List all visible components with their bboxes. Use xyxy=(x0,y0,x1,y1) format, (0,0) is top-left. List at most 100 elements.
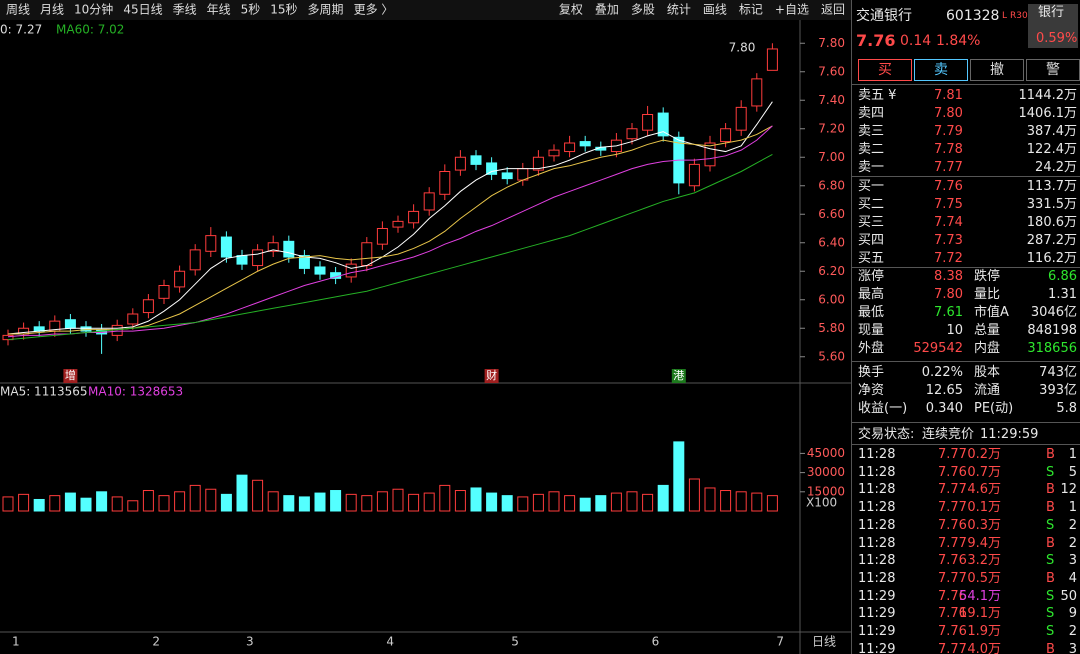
cell: 50 xyxy=(1060,588,1077,604)
separator xyxy=(852,361,1080,362)
volume-bar xyxy=(283,495,295,512)
candle-body xyxy=(236,255,248,265)
y-tick-label: 5.80 xyxy=(818,321,845,335)
toolbar-item[interactable]: 季线 xyxy=(173,3,197,17)
trade-button[interactable]: 警 xyxy=(1026,59,1080,81)
volume-bar xyxy=(688,478,700,512)
cell: S xyxy=(1046,464,1055,480)
candle-body xyxy=(127,313,139,325)
toolbar-item[interactable]: 10分钟 xyxy=(74,2,113,17)
candle-body xyxy=(80,326,92,332)
volume-bar xyxy=(18,493,30,512)
volume-bar xyxy=(189,484,201,512)
row: 收益(一) 0.340 PE(动) 5.8 xyxy=(852,400,1080,418)
cell: 最低 xyxy=(858,305,885,320)
cell: 122.4万 xyxy=(1026,142,1077,157)
cell: 7.76 xyxy=(938,606,967,622)
cell: B xyxy=(1046,482,1055,498)
toolbar-item[interactable]: 复权 xyxy=(559,3,583,17)
cell: 393亿 xyxy=(1039,383,1077,398)
cell: 0.1万 xyxy=(967,500,1001,516)
cell: 卖二 xyxy=(858,142,885,157)
separator xyxy=(852,84,1080,85)
row: 11:29 7.76 54.1万 S 50 xyxy=(852,588,1080,606)
toolbar-item[interactable]: +自选 xyxy=(775,3,809,17)
toolbar-item[interactable]: 标记 xyxy=(739,3,763,17)
cell: 7.78 xyxy=(934,142,963,157)
volume-bar xyxy=(174,491,186,512)
toolbar-item[interactable]: 45日线 xyxy=(123,3,162,17)
y-tick-label: 15000 xyxy=(807,484,845,498)
cell: 1.9万 xyxy=(967,624,1001,639)
volume-bar xyxy=(564,495,576,512)
candle-body xyxy=(548,149,560,157)
cell: 11:28 xyxy=(858,447,896,462)
cell: S xyxy=(1046,517,1055,533)
candle-body xyxy=(642,114,654,131)
trade-button[interactable]: 买 xyxy=(858,59,912,81)
cell: 跌停 xyxy=(974,269,1001,284)
trade-button[interactable]: 卖 xyxy=(914,59,968,81)
row: 11:29 7.76 19.1万 S 9 xyxy=(852,605,1080,623)
toolbar-item[interactable]: 5秒 xyxy=(241,3,261,17)
row: 11:28 7.77 4.6万 B 12 xyxy=(852,481,1080,499)
row: 7.76 0.14 1.84% xyxy=(852,32,1080,50)
volume-bar xyxy=(735,491,747,512)
y-tick-label: 6.40 xyxy=(818,235,845,249)
cell: PE(动) xyxy=(974,401,1014,416)
toolbar-item[interactable]: 15秒 xyxy=(270,3,297,17)
row: 最低 7.61 市值A 3046亿 xyxy=(852,304,1080,322)
candle-body xyxy=(564,142,576,153)
volume-bar xyxy=(642,493,654,512)
cell: 7.73 xyxy=(934,233,963,248)
volume-bar xyxy=(657,484,669,512)
row: 卖二 7.78 122.4万 xyxy=(852,141,1080,159)
toolbar-item[interactable]: 年线 xyxy=(207,3,231,17)
cell: 11:28 xyxy=(858,464,896,480)
candle-body xyxy=(766,48,778,71)
toolbar-item[interactable]: 画线 xyxy=(703,3,727,17)
toolbar-item[interactable]: 叠加 xyxy=(595,3,619,17)
toolbar-item[interactable]: 更多 〉 xyxy=(354,3,394,17)
cell: S xyxy=(1046,553,1055,569)
volume-bar xyxy=(314,492,326,512)
cell: 2 xyxy=(1068,535,1077,551)
cell: 交易状态: xyxy=(858,427,915,442)
chart: 日线 7.80 X100 0: 7.27 MA60: 7.02 MA5: 111… xyxy=(0,0,851,654)
trade-button[interactable]: 撤 xyxy=(970,59,1024,81)
volume-bar xyxy=(127,500,139,512)
cell: 7.75 xyxy=(934,197,963,212)
cell: 7.76 xyxy=(934,179,963,194)
cell: 331.5万 xyxy=(1026,197,1077,212)
cell: 7.81 xyxy=(934,88,963,103)
toolbar-item[interactable]: 返回 xyxy=(821,3,845,17)
cell: B xyxy=(1046,641,1055,654)
toolbar-item[interactable]: 多周期 xyxy=(308,3,344,17)
cell: 2 xyxy=(1068,624,1077,639)
volume-bar xyxy=(2,496,14,512)
volume-bar xyxy=(205,488,217,512)
legend: 0: 7.27 xyxy=(0,23,42,37)
cell: 7.77 xyxy=(938,482,967,498)
candle-body xyxy=(439,171,451,195)
toolbar-item[interactable]: 统计 xyxy=(667,3,691,17)
candle-body xyxy=(252,249,264,267)
cell: 7.79 xyxy=(934,124,963,139)
candle-body xyxy=(314,266,326,275)
candle-body xyxy=(704,142,716,167)
toolbar-item[interactable]: 周线 xyxy=(6,3,30,17)
separator xyxy=(852,176,1080,177)
row: 买五 7.72 116.2万 xyxy=(852,250,1080,268)
cell: 7.77 xyxy=(938,570,967,586)
cell: 11:28 xyxy=(858,570,896,586)
x-tick-label: 6 xyxy=(652,635,660,649)
volume-bar xyxy=(626,491,638,512)
toolbar-item[interactable]: 多股 xyxy=(631,3,655,17)
tag: R300 xyxy=(1010,11,1034,21)
cell: 内盘 xyxy=(974,341,1001,356)
toolbar-item[interactable]: 月线 xyxy=(40,3,64,17)
cell: 1144.2万 xyxy=(1018,88,1078,103)
row: 11:28 7.77 0.5万 B 4 xyxy=(852,570,1080,588)
y-tick-label: 7.40 xyxy=(818,93,845,107)
row: 买二 7.75 331.5万 xyxy=(852,196,1080,214)
